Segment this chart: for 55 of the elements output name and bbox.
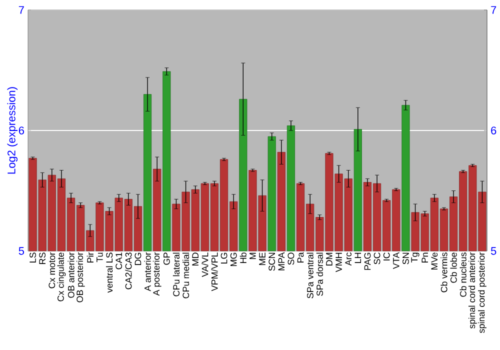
x-tick-label: SPa ventral	[306, 252, 314, 298]
y-tick-label: 5	[18, 247, 24, 255]
x-tick-label: Cx motor	[48, 252, 56, 288]
x-tick-label: Hb	[240, 252, 246, 263]
x-tick-label: VTA	[393, 252, 400, 269]
x-tick-label: Tu	[96, 252, 103, 262]
x-tick-label: Pn	[422, 252, 428, 262]
x-tick-label: VMH	[336, 252, 342, 272]
x-tick-label: LS	[30, 252, 36, 262]
x-tick-label: SPa dorsal	[316, 252, 323, 296]
y2-tick-label: 5	[490, 247, 496, 255]
x-tick-label: spinal cord posterior	[478, 252, 486, 333]
x-tick-label: VA/VL	[202, 252, 208, 277]
x-tick-label: PAG	[364, 252, 371, 270]
x-tick-label: MPA	[278, 252, 284, 270]
y2-tick-label: 7	[491, 6, 496, 14]
x-tick-label: CA2/CA3	[125, 252, 132, 290]
x-tick-label: Cb vermis	[440, 252, 448, 292]
x-tick-label: MD	[192, 252, 198, 266]
x-tick-label: SC	[374, 252, 380, 264]
y2-tick-label: 6	[491, 126, 496, 134]
x-tick-label: SN	[402, 252, 409, 264]
x-tick-label: M	[250, 252, 256, 259]
x-tick-label: RS	[39, 252, 46, 264]
x-tick-label: A posterior	[152, 252, 162, 296]
x-tick-label: SCN	[268, 252, 276, 271]
x-tick-label: MG	[230, 252, 237, 266]
y-tick-label: 6	[18, 126, 24, 134]
x-tick-label: OB anterior	[68, 252, 74, 298]
x-tick-label: SO	[288, 252, 294, 265]
x-tick-label: spinal cord anterior	[468, 252, 477, 328]
y-axis-title: Log2 (expression)	[7, 87, 18, 174]
x-tick-label: ME	[259, 252, 266, 265]
x-tick-label: Pir	[86, 252, 94, 262]
x-tick-label: Cb nucleus	[460, 252, 466, 297]
x-tick-label: CPu medial	[182, 252, 190, 298]
x-tick-label: GP	[163, 252, 170, 265]
x-tick-label: A anterior	[144, 252, 151, 292]
x-tick-label: CPu lateral	[172, 252, 180, 296]
x-tick-label: DM	[326, 252, 332, 266]
x-tick-label: DG	[134, 252, 142, 265]
x-tick-label: CA1	[116, 252, 122, 270]
x-tick-label: LH	[354, 252, 361, 263]
x-tick-label: Cb lobe	[450, 252, 457, 283]
x-tick-label: Pa	[297, 252, 304, 262]
x-tick-label: Arc	[345, 252, 352, 266]
x-tick-label: Cx cingulate	[57, 252, 66, 302]
x-tick-label: IC	[383, 252, 390, 260]
x-tick-label: Tg	[411, 252, 420, 262]
y-tick-label: 7	[18, 6, 24, 14]
x-tick-label: VPM/VPL	[211, 252, 218, 292]
x-tick-label: OB posterior	[76, 252, 85, 302]
x-tick-label: LG	[220, 252, 228, 264]
x-tick-label: MVe	[431, 252, 438, 270]
x-tick-label: ventral LS	[106, 252, 113, 293]
